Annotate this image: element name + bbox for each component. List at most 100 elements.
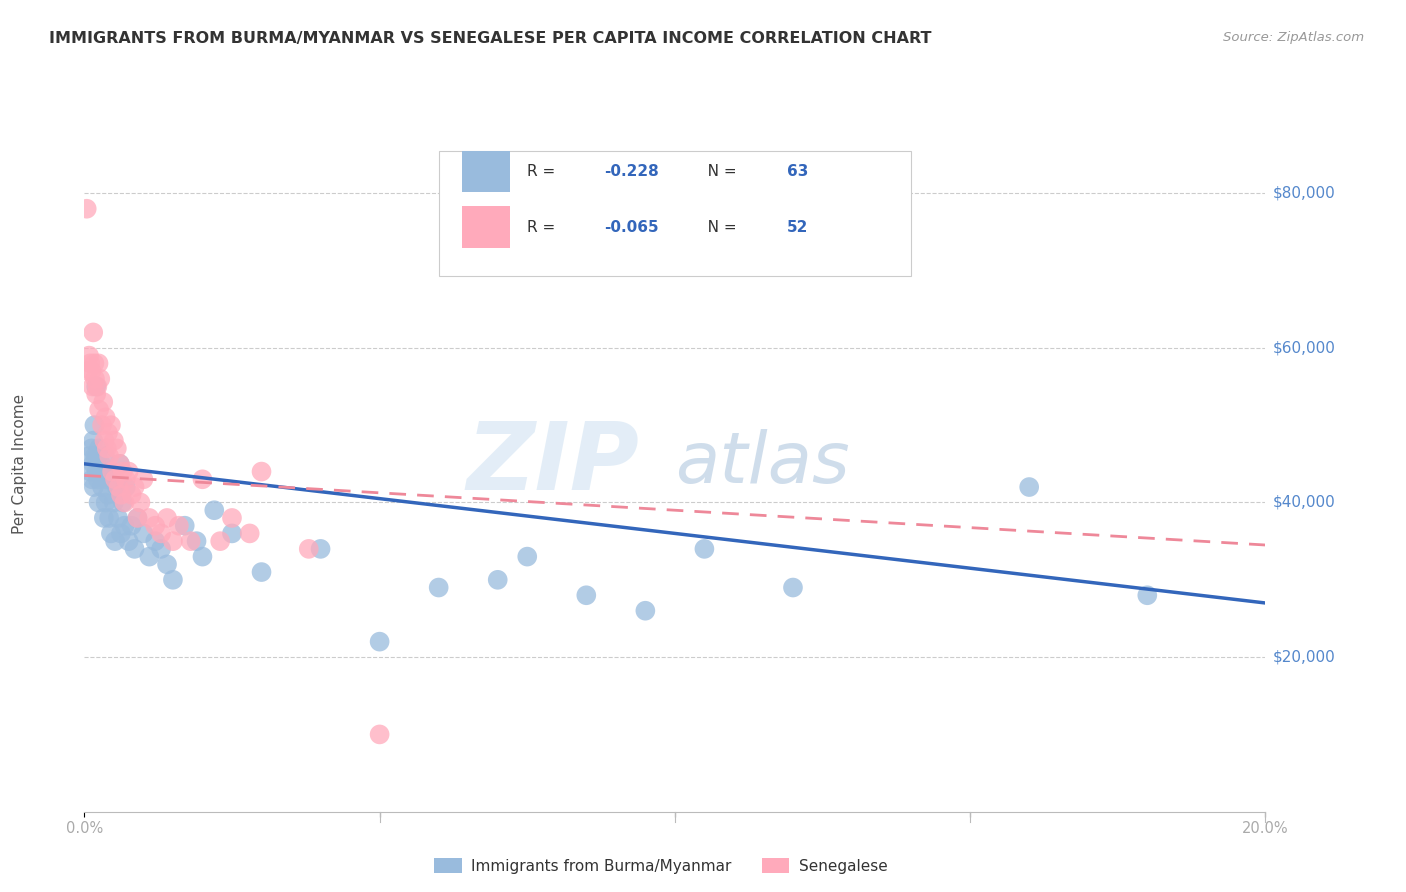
Point xyxy=(110,526,132,541)
Point xyxy=(104,534,127,549)
Point xyxy=(150,526,173,541)
Point xyxy=(107,511,129,525)
Point xyxy=(89,372,111,386)
Text: $20,000: $20,000 xyxy=(1272,649,1336,665)
Text: R =: R = xyxy=(527,219,561,235)
Point xyxy=(138,511,160,525)
Point xyxy=(91,480,114,494)
Point xyxy=(96,472,118,486)
Point xyxy=(91,418,114,433)
Point xyxy=(93,434,115,448)
Point xyxy=(87,442,111,456)
Point xyxy=(114,480,136,494)
Point xyxy=(186,534,208,549)
Point xyxy=(427,581,450,595)
Point xyxy=(103,495,125,509)
Point xyxy=(486,573,509,587)
Point xyxy=(84,387,107,401)
Point xyxy=(129,495,152,509)
Point xyxy=(162,534,184,549)
Point xyxy=(309,541,332,556)
Text: -0.228: -0.228 xyxy=(605,164,659,179)
Point xyxy=(84,379,107,393)
Point xyxy=(104,472,127,486)
Point xyxy=(82,379,104,393)
Point xyxy=(103,434,125,448)
Point xyxy=(100,418,122,433)
Point xyxy=(156,511,179,525)
Point xyxy=(86,449,108,463)
Point xyxy=(111,465,134,479)
Point xyxy=(167,518,190,533)
Point xyxy=(84,372,107,386)
Point xyxy=(121,518,143,533)
Text: atlas: atlas xyxy=(675,429,849,499)
Point xyxy=(111,495,134,509)
Point xyxy=(575,588,598,602)
Point xyxy=(80,364,103,378)
Point xyxy=(150,541,173,556)
Point xyxy=(77,349,100,363)
Point xyxy=(124,541,146,556)
Point xyxy=(127,511,149,525)
Point xyxy=(138,549,160,564)
Point xyxy=(79,356,101,370)
Bar xyxy=(463,206,509,248)
Point xyxy=(1018,480,1040,494)
Point xyxy=(105,480,128,494)
Point xyxy=(368,634,391,648)
Point xyxy=(83,480,105,494)
Point xyxy=(114,495,136,509)
Point xyxy=(1136,588,1159,602)
Point xyxy=(209,534,232,549)
Point xyxy=(105,442,128,456)
Text: IMMIGRANTS FROM BURMA/MYANMAR VS SENEGALESE PER CAPITA INCOME CORRELATION CHART: IMMIGRANTS FROM BURMA/MYANMAR VS SENEGAL… xyxy=(49,31,932,46)
Point xyxy=(79,465,101,479)
Point xyxy=(82,326,104,340)
Point xyxy=(250,565,273,579)
Point xyxy=(693,541,716,556)
Point xyxy=(77,449,100,463)
Point xyxy=(156,558,179,572)
Point xyxy=(143,534,166,549)
Text: $80,000: $80,000 xyxy=(1272,186,1336,201)
Text: R =: R = xyxy=(527,164,561,179)
Point xyxy=(132,526,155,541)
Point xyxy=(97,488,120,502)
Point xyxy=(93,511,115,525)
Point xyxy=(127,511,149,525)
Point xyxy=(76,202,98,216)
Point xyxy=(110,488,132,502)
Point xyxy=(94,449,117,463)
Point xyxy=(82,457,104,471)
Point xyxy=(100,526,122,541)
Point xyxy=(98,449,121,463)
Point xyxy=(108,457,131,471)
Point xyxy=(191,472,214,486)
Point xyxy=(121,488,143,502)
Point xyxy=(80,442,103,456)
Point xyxy=(91,465,114,479)
Point xyxy=(107,480,129,494)
Point xyxy=(202,503,225,517)
Point xyxy=(97,425,120,440)
Point xyxy=(162,573,184,587)
Text: -0.065: -0.065 xyxy=(605,219,658,235)
Point xyxy=(87,356,110,370)
Point xyxy=(143,518,166,533)
Point xyxy=(90,457,112,471)
Text: 52: 52 xyxy=(787,219,808,235)
Point xyxy=(516,549,538,564)
Legend: Immigrants from Burma/Myanmar, Senegalese: Immigrants from Burma/Myanmar, Senegales… xyxy=(429,852,893,880)
Point xyxy=(86,465,108,479)
Point xyxy=(83,356,105,370)
Point xyxy=(101,472,124,486)
Bar xyxy=(463,151,509,193)
Point xyxy=(221,526,243,541)
Point xyxy=(86,379,108,393)
Text: $60,000: $60,000 xyxy=(1272,341,1336,355)
Point xyxy=(221,511,243,525)
Point xyxy=(91,395,114,409)
Point xyxy=(173,518,195,533)
Point xyxy=(132,472,155,486)
